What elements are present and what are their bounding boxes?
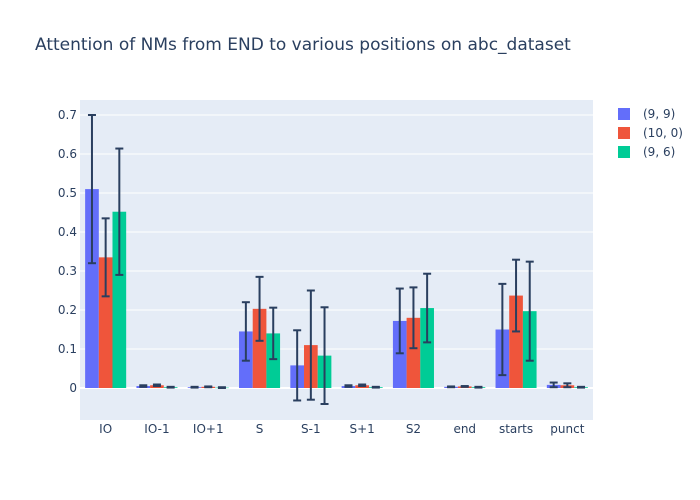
legend-label: (10, 0)	[643, 126, 683, 140]
error-bar-punct-series-2	[563, 382, 572, 389]
legend-item-series-2[interactable]: (10, 0)	[618, 126, 683, 140]
bars	[85, 189, 588, 389]
legend-label: (9, 6)	[643, 145, 675, 159]
error-bar-io-series-2	[101, 217, 110, 298]
x-tick-label: S+1	[349, 422, 374, 436]
error-bar-io-1-series-2	[204, 385, 213, 389]
x-tick-label: end	[453, 422, 476, 436]
x-tick-label: IO	[99, 422, 112, 436]
error-bar-end-series-3	[474, 385, 483, 389]
error-bar-io-1-series-3	[166, 385, 175, 389]
y-tick-label: 0.7	[58, 108, 77, 122]
legend-swatch	[618, 108, 630, 120]
bar-s-series-2	[252, 308, 267, 388]
y-tick-label: 0.3	[58, 264, 77, 278]
error-bar-io-series-1	[87, 114, 96, 265]
error-bar-end-series-2	[460, 385, 469, 388]
y-tick-label: 0.4	[58, 225, 77, 239]
error-bars	[87, 114, 586, 405]
bar-s2-series-2	[406, 317, 421, 388]
error-bar-end-series-1	[447, 385, 456, 389]
y-tick-label: 0.1	[58, 342, 77, 356]
error-bar-s-1-series-3	[320, 306, 329, 405]
bar-starts-series-2	[509, 295, 523, 388]
legend-swatch	[618, 146, 630, 158]
error-bar-io-1-series-3	[217, 386, 226, 389]
x-tick-label: starts	[499, 422, 533, 436]
x-tick-label: IO+1	[193, 422, 224, 436]
bar-io-series-2	[98, 257, 113, 388]
bar-io-series-1	[85, 189, 99, 388]
error-bar-io-1-series-1	[190, 385, 199, 389]
error-bar-s2-series-3	[423, 272, 432, 344]
error-bar-s2-series-1	[395, 287, 404, 355]
y-tick-label: 0.5	[58, 186, 77, 200]
error-bar-starts-series-1	[498, 282, 507, 377]
bar-s2-series-1	[392, 320, 407, 388]
error-bar-starts-series-2	[512, 258, 521, 333]
error-bar-s-series-2	[255, 275, 264, 342]
error-bar-s2-series-2	[409, 286, 418, 350]
legend-label: (9, 9)	[643, 107, 675, 121]
y-tick-label: 0.2	[58, 303, 77, 317]
x-tick-label: S2	[406, 422, 421, 436]
legend-item-series-1[interactable]: (9, 9)	[618, 107, 675, 121]
error-bar-io-1-series-1	[139, 384, 148, 388]
y-axis-ticks: 0 0.1 0.2 0.3 0.4 0.5 0.6 0.7	[58, 108, 77, 395]
error-bar-s-1-series-1	[344, 384, 353, 388]
bar-s2-series-3	[420, 308, 434, 388]
error-bar-io-series-3	[115, 147, 124, 276]
chart-title: Attention of NMs from END to various pos…	[35, 35, 571, 55]
x-tick-label: IO-1	[144, 422, 169, 436]
error-bar-s-1-series-2	[306, 289, 315, 401]
legend: (9, 9) (10, 0) (9, 6)	[618, 107, 683, 159]
bar-s-series-3	[266, 333, 281, 388]
error-bar-s-series-1	[241, 301, 250, 362]
y-tick-label: 0	[69, 381, 77, 395]
error-bar-s-1-series-1	[293, 329, 302, 402]
error-bar-io-1-series-2	[152, 383, 161, 388]
x-tick-label: punct	[550, 422, 584, 436]
error-bar-punct-series-1	[549, 381, 558, 389]
x-axis-ticks: IO IO-1 IO+1 S S-1 S+1 S2 end starts punct	[99, 422, 585, 436]
legend-swatch	[618, 127, 630, 139]
error-bar-s-1-series-3	[371, 385, 380, 389]
x-tick-label: S	[256, 422, 264, 436]
legend-item-series-3[interactable]: (9, 6)	[618, 145, 675, 159]
error-bar-starts-series-3	[525, 260, 534, 362]
error-bar-s-series-3	[269, 306, 278, 361]
x-tick-label: S-1	[301, 422, 321, 436]
error-bar-s-1-series-2	[358, 383, 367, 388]
bar-io-series-3	[112, 211, 127, 388]
error-bar-punct-series-3	[577, 385, 586, 389]
y-tick-label: 0.6	[58, 147, 77, 161]
